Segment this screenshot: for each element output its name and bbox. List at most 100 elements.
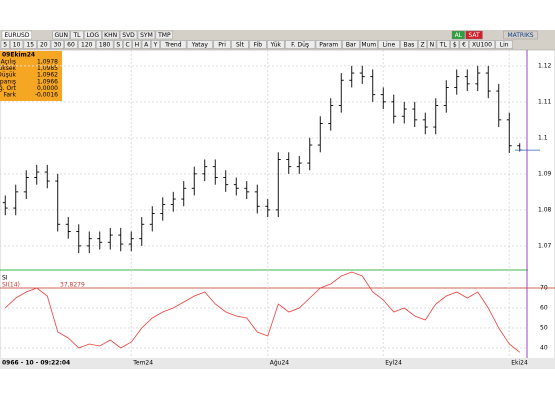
- toolbar-label[interactable]: SAT: [468, 32, 480, 39]
- toolbar-label[interactable]: SYM: [140, 32, 153, 39]
- toolbar-button[interactable]: [400, 40, 418, 49]
- toolbar-button[interactable]: [342, 40, 360, 49]
- toolbar-button[interactable]: [151, 40, 160, 49]
- toolbar-button[interactable]: [249, 40, 267, 49]
- toolbar-button[interactable]: [469, 40, 495, 49]
- toolbar-label[interactable]: $: [453, 41, 457, 48]
- toolbar-label[interactable]: Y: [153, 41, 158, 48]
- toolbar-label[interactable]: Mum: [361, 41, 376, 48]
- toolbar-label[interactable]: EURUSD: [4, 32, 30, 39]
- toolbar-label[interactable]: Pri: [218, 41, 226, 48]
- y-tick-label: 1.12: [538, 62, 552, 69]
- toolbar-button[interactable]: [160, 40, 187, 49]
- toolbar-label[interactable]: 10: [13, 41, 21, 48]
- toolbar-label[interactable]: Param: [319, 41, 338, 48]
- toolbar-button[interactable]: [84, 30, 102, 40]
- toolbar-button[interactable]: [451, 30, 465, 40]
- x-tick-label: Eki24: [511, 360, 528, 367]
- rsi-tick-label: 50: [540, 325, 548, 332]
- toolbar-label[interactable]: Bas: [403, 41, 414, 48]
- toolbar-label[interactable]: Z: [420, 41, 424, 48]
- toolbar-button[interactable]: [459, 40, 469, 49]
- toolbar-button[interactable]: [23, 40, 37, 49]
- toolbar-button[interactable]: [10, 40, 24, 49]
- toolbar-label[interactable]: SVD: [122, 32, 135, 39]
- toolbar-label[interactable]: Bar: [346, 41, 357, 48]
- toolbar-label[interactable]: S: [116, 41, 120, 48]
- toolbar-button[interactable]: [450, 40, 460, 49]
- toolbar-label[interactable]: Lin: [500, 41, 509, 48]
- toolbar-label[interactable]: KHN: [104, 32, 117, 39]
- toolbar-button[interactable]: [137, 30, 156, 40]
- toolbar-button[interactable]: [503, 30, 538, 40]
- toolbar-label[interactable]: 180: [99, 41, 111, 48]
- toolbar-button[interactable]: [0, 40, 10, 49]
- toolbar-label[interactable]: XU100: [472, 41, 492, 48]
- toolbar-button[interactable]: [495, 40, 513, 49]
- x-tick-label: Ağu24: [270, 360, 290, 367]
- toolbar-label[interactable]: AL: [455, 32, 463, 39]
- toolbar-button[interactable]: [155, 30, 173, 40]
- toolbar-label[interactable]: F. Düş: [291, 41, 309, 48]
- toolbar-button[interactable]: [113, 40, 123, 49]
- toolbar-button[interactable]: [267, 40, 285, 49]
- toolbar-button[interactable]: [1, 30, 32, 40]
- toolbar-button[interactable]: [186, 40, 213, 49]
- toolbar-button[interactable]: [360, 40, 378, 49]
- toolbar-button[interactable]: [213, 40, 231, 49]
- toolbar-label[interactable]: N: [430, 41, 435, 48]
- info-date: 09Ekim24: [2, 52, 35, 59]
- toolbar-button[interactable]: [285, 40, 316, 49]
- toolbar-label[interactable]: Yük: [270, 41, 282, 48]
- toolbar-button[interactable]: [378, 40, 400, 49]
- toolbar-button[interactable]: [465, 30, 483, 40]
- rsi-title: SI: [2, 275, 8, 282]
- x-tick-label: Tem24: [132, 360, 153, 367]
- toolbar-button[interactable]: [436, 40, 450, 49]
- toolbar-label[interactable]: TL: [439, 41, 448, 48]
- toolbar-label[interactable]: H: [135, 41, 140, 48]
- toolbar-label[interactable]: 20: [40, 41, 48, 48]
- toolbar-button[interactable]: [119, 30, 138, 40]
- chart-bg: [0, 49, 555, 369]
- toolbar-button[interactable]: [132, 40, 142, 49]
- toolbar-label[interactable]: Line: [383, 41, 396, 48]
- toolbar-label[interactable]: €: [462, 41, 466, 48]
- toolbar-button[interactable]: [37, 40, 51, 49]
- toolbar-label[interactable]: Slt: [236, 41, 244, 48]
- toolbar-label[interactable]: C: [125, 41, 129, 48]
- toolbar-label[interactable]: 120: [81, 41, 93, 48]
- toolbar-label[interactable]: TL: [72, 32, 81, 39]
- toolbar-label[interactable]: LOG: [86, 32, 99, 39]
- toolbar-label[interactable]: GUN: [54, 32, 68, 39]
- toolbar-button[interactable]: [123, 40, 132, 49]
- toolbar-label[interactable]: TMP: [157, 32, 171, 39]
- toolbar-button[interactable]: [50, 40, 64, 49]
- toolbar-button[interactable]: [95, 40, 114, 49]
- info-label: Düşük: [0, 72, 17, 79]
- info-box: [0, 51, 62, 101]
- toolbar-label[interactable]: 5: [3, 41, 7, 48]
- toolbar-label[interactable]: 30: [54, 41, 62, 48]
- toolbar-button[interactable]: [70, 30, 84, 40]
- toolbar-button[interactable]: [418, 40, 427, 49]
- rsi-name: SI(14): [2, 282, 20, 289]
- toolbar-label[interactable]: 15: [26, 41, 34, 48]
- toolbar-button[interactable]: [101, 30, 120, 40]
- rsi-value: 37,8279: [60, 282, 85, 289]
- toolbar-button[interactable]: [64, 40, 78, 49]
- toolbar-button[interactable]: [231, 40, 249, 49]
- toolbar-button[interactable]: [141, 40, 151, 49]
- toolbar-label[interactable]: MATRIKS: [507, 32, 533, 39]
- toolbar-label[interactable]: Trend: [164, 41, 182, 48]
- info-label: Fark: [3, 92, 16, 99]
- toolbar-button[interactable]: [78, 40, 96, 49]
- toolbar-label[interactable]: 60: [67, 41, 75, 48]
- info-value: -0,0016: [35, 92, 58, 99]
- toolbar-button[interactable]: [52, 30, 70, 40]
- toolbar-label[interactable]: Yatay: [191, 41, 209, 48]
- toolbar-label[interactable]: Fib: [254, 41, 263, 48]
- toolbar-button[interactable]: [427, 40, 437, 49]
- toolbar-button[interactable]: [315, 40, 342, 49]
- toolbar-label[interactable]: A: [144, 41, 149, 48]
